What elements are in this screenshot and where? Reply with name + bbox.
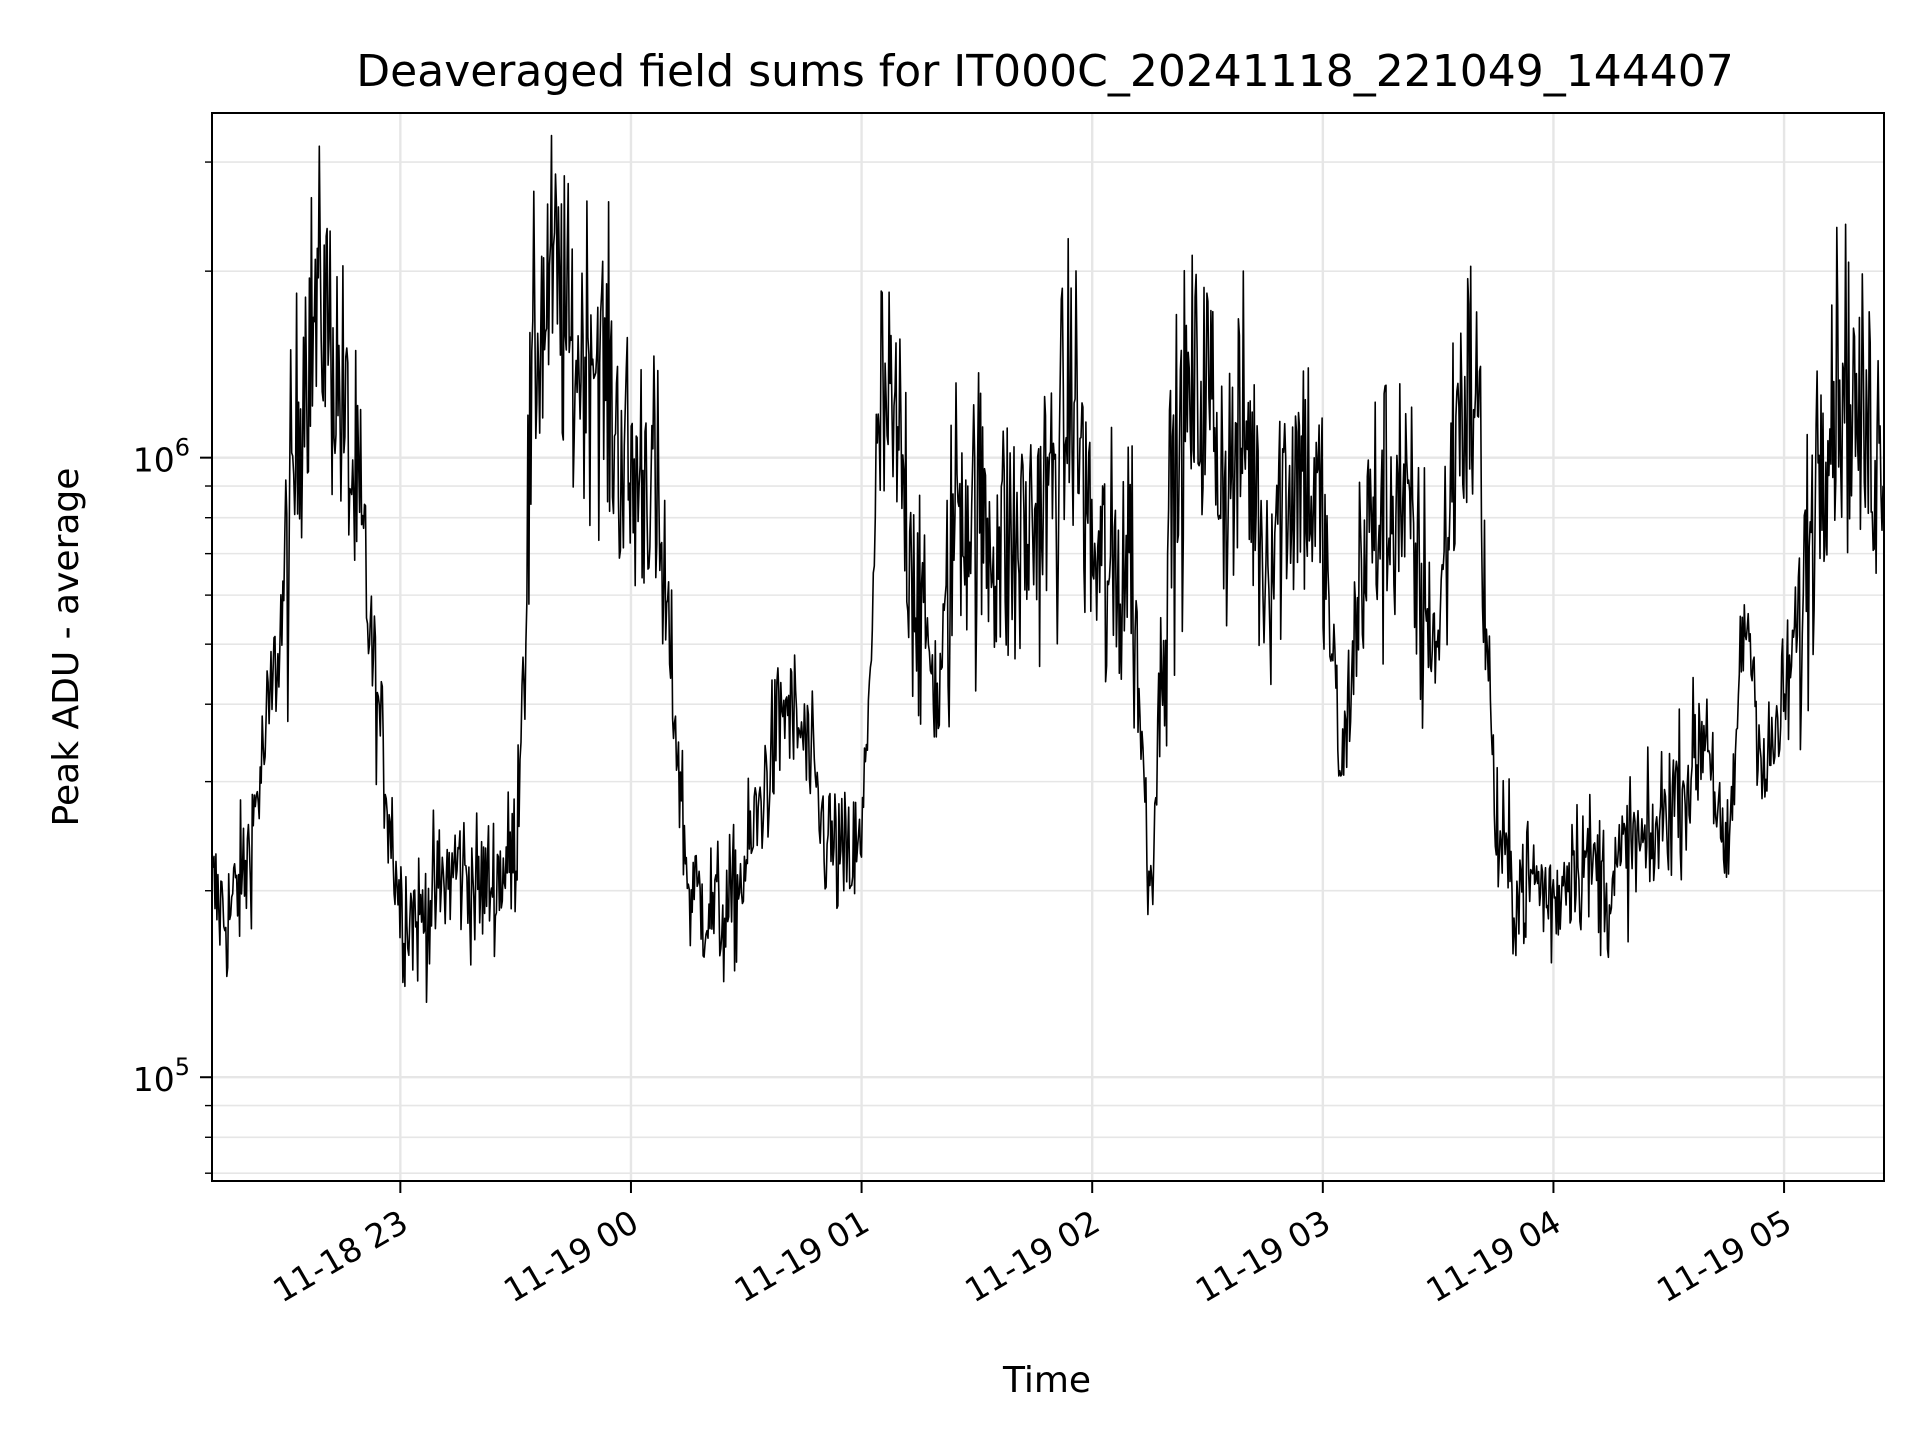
x-axis-label: Time: [1002, 1360, 1091, 1401]
y-tick-label: 106: [133, 434, 190, 480]
y-axis-label: Peak ADU - average: [46, 468, 87, 827]
y-tick-label: 105: [133, 1053, 190, 1099]
grid-lines: [212, 113, 1884, 1181]
chart-title: Deaveraged field sums for IT000C_2024111…: [356, 46, 1733, 97]
plot-frame: [211, 112, 1885, 1182]
series-line: [211, 134, 1885, 1003]
